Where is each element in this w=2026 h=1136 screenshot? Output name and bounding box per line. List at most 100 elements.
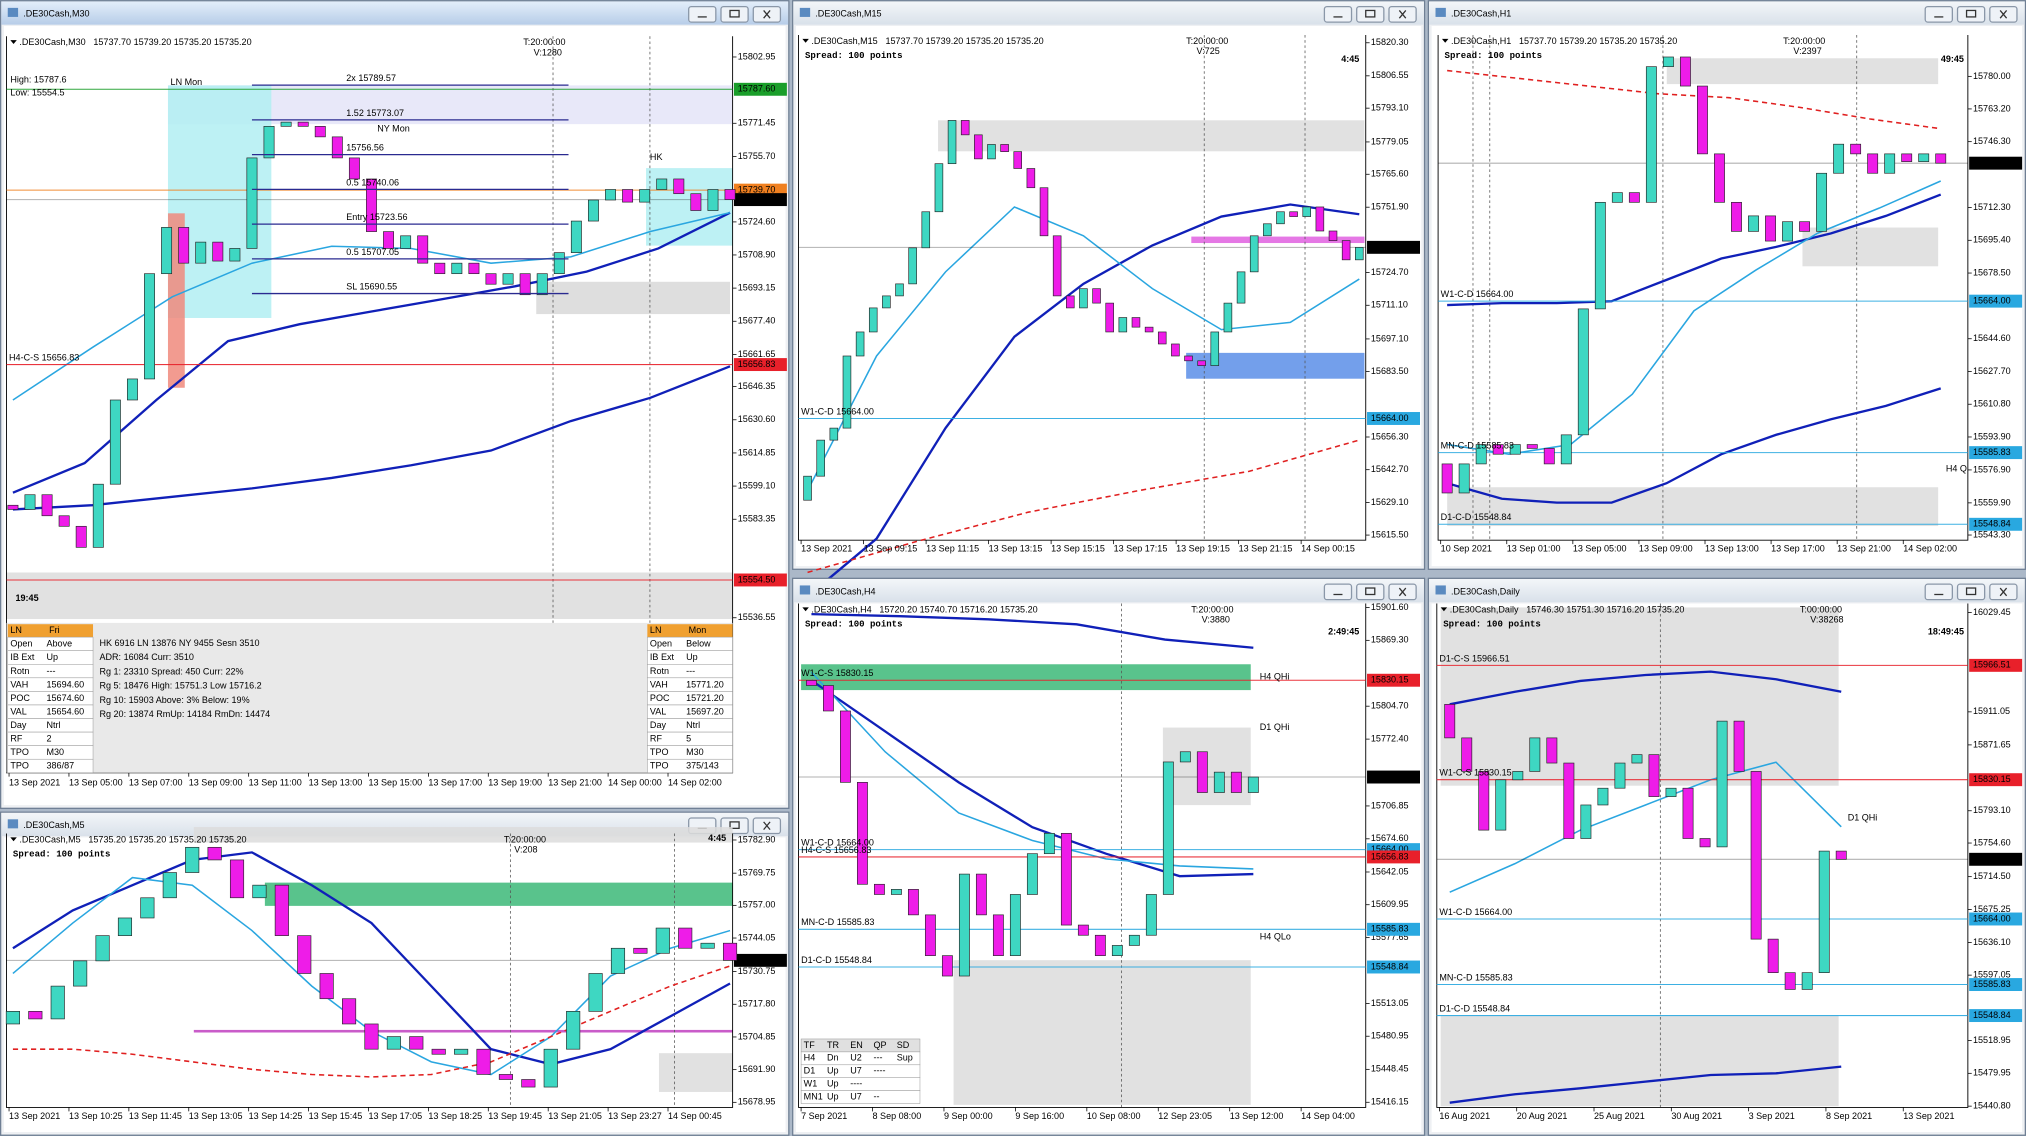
candle [1441,463,1453,494]
level-label: 15548.84 [1371,961,1409,971]
candle [1052,235,1062,297]
close-glyph [1999,587,2008,597]
candle [1799,221,1810,232]
collapse-arrow [10,837,17,842]
candle [331,136,343,159]
level-box [1367,770,1421,784]
window-min-button[interactable] [1323,5,1353,23]
y-tick-label: 15693.15 [738,283,776,293]
info-cell: VAH [650,679,668,689]
moving-average [12,365,731,511]
chart-ohlc: 15746.30 15751.30 15716.20 15735.20 [1526,604,1684,614]
x-tick-label: 25 Aug 2021 [1594,1111,1645,1121]
spread-label: Spread: 100 points [805,619,903,630]
window-max-button[interactable] [1956,583,1986,601]
info-head-cell: Fri [49,625,60,635]
level-label: 15664.00 [1371,844,1409,854]
candle [1302,206,1311,217]
level-note: W1-C-D 15664.00 [1439,907,1512,917]
x-tick-label: 13 Sep 17:00 [428,778,482,788]
trend-cell: H4 [804,1053,816,1063]
y-tick-label: 15677.40 [738,316,776,326]
close-glyph [763,821,771,831]
max-glyph [1365,9,1376,18]
x-tick-label: 14 Sep 00:45 [668,1111,722,1121]
candle [1276,211,1285,225]
info-stat: Rg 20: 13874 RmUp: 14184 RmDn: 14474 [99,709,270,719]
moving-average [811,612,1254,649]
candle [280,121,292,127]
candle [348,157,360,180]
candle [700,942,715,949]
countdown-clock: 19:45 [16,593,39,603]
spread-label: Spread: 100 points [1445,50,1543,61]
info-cell: 386/87 [47,761,75,771]
x-tick-label: 13 Sep 13:00 [1705,544,1759,554]
y-tick-label: 15704.85 [738,1031,776,1041]
window-max-button[interactable] [1956,5,1986,23]
candle [1682,787,1694,839]
info-cell: Day [10,720,27,730]
window-max-button[interactable] [1356,5,1385,23]
bar-volume: V:38268 [1810,615,1843,625]
y-tick-label: 15609.95 [1371,899,1409,909]
candle [117,917,133,936]
candle [1210,331,1220,366]
y-tick-label: 15627.70 [1973,366,2011,376]
window-title: .DE30Cash,M30 [23,9,89,19]
candle [1594,201,1606,310]
window-min-button[interactable] [688,5,717,23]
candle [1289,211,1298,217]
bar-volume: V:1280 [534,47,562,57]
y-tick-label: 15480.95 [1371,1031,1409,1041]
candle [1128,934,1140,946]
x-tick-label: 13 Sep 09:00 [1639,544,1693,554]
y-tick-label: 15711.10 [1371,300,1408,310]
candle [855,331,865,357]
window-min-button[interactable] [1924,5,1953,23]
window-max-button[interactable] [720,5,749,23]
x-tick-label: 14 Sep 00:00 [608,778,662,788]
candle [605,189,616,201]
window-min-button[interactable] [1323,583,1353,601]
level-box [1969,658,2023,672]
window-max-button[interactable] [1356,583,1385,601]
candle [7,504,19,510]
candle [907,889,919,916]
y-tick-label: 15744.05 [738,932,776,942]
x-tick-label: 13 Sep 21:00 [548,778,602,788]
x-tick-label: 13 Sep 12:00 [1230,1111,1284,1121]
candle [610,947,626,974]
info-stat: Rg 10: 15903 Above: 3% Below: 19% [99,695,249,705]
collapse-arrow [1441,38,1449,43]
candle [185,846,200,873]
level-label: 15664.00 [1973,913,2011,923]
level-box [1969,446,2023,460]
trend-cell: Up [827,1092,839,1102]
bar-timer: T:20:00:00 [1191,604,1233,614]
candle [570,220,582,253]
y-tick-label: 15646.35 [738,381,776,391]
info-head [647,624,733,638]
candle [1000,144,1009,152]
y-tick-label: 15691.90 [738,1064,776,1074]
info-cell: 15694.60 [47,679,85,689]
level-note: D1-C-S 15966.51 [1439,653,1509,663]
candle [1867,153,1879,174]
window-min-button[interactable] [1924,583,1953,601]
candle [1213,771,1225,793]
candle [1157,331,1167,345]
y-tick-label: 15479.95 [1973,1068,2011,1078]
chart-border [1436,603,1969,1108]
title-bar [793,578,1424,603]
y-tick-label: 15724.70 [1371,267,1409,277]
info-cell: POC [10,693,30,703]
candle [1009,894,1021,956]
level-label: 15664.00 [1371,413,1409,423]
candle [856,782,868,885]
x-tick-label: 20 Aug 2021 [1517,1111,1568,1121]
max-glyph [729,9,740,18]
candle [975,873,987,916]
level-box [733,953,787,967]
max-glyph [1365,587,1376,596]
